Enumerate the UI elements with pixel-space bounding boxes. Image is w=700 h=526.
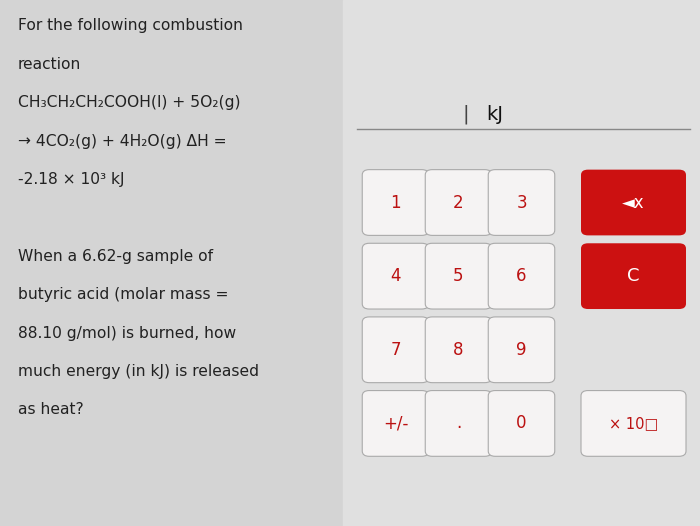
FancyBboxPatch shape (363, 169, 428, 236)
Text: For the following combustion: For the following combustion (18, 18, 242, 34)
Text: 5: 5 (454, 267, 463, 285)
Text: +/-: +/- (383, 414, 408, 432)
Text: butyric acid (molar mass =: butyric acid (molar mass = (18, 287, 228, 302)
Bar (0, 0, 343, 526)
Text: 4: 4 (390, 267, 400, 285)
Text: 3: 3 (516, 194, 527, 211)
Text: C: C (627, 267, 640, 285)
FancyBboxPatch shape (489, 317, 554, 383)
FancyBboxPatch shape (426, 243, 491, 309)
FancyBboxPatch shape (581, 243, 686, 309)
Text: When a 6.62-g sample of: When a 6.62-g sample of (18, 249, 213, 264)
Text: CH₃CH₂CH₂COOH(l) + 5O₂(g): CH₃CH₂CH₂COOH(l) + 5O₂(g) (18, 95, 240, 110)
FancyBboxPatch shape (489, 390, 554, 456)
Text: 8: 8 (454, 341, 463, 359)
Text: × 10□: × 10□ (609, 416, 658, 431)
Text: 2: 2 (453, 194, 464, 211)
Text: 6: 6 (517, 267, 526, 285)
Text: reaction: reaction (18, 57, 81, 72)
Text: |: | (462, 104, 469, 124)
FancyBboxPatch shape (363, 243, 428, 309)
FancyBboxPatch shape (426, 390, 491, 456)
Text: → 4CO₂(g) + 4H₂O(g) ΔH =: → 4CO₂(g) + 4H₂O(g) ΔH = (18, 134, 226, 149)
Text: 88.10 g/mol) is burned, how: 88.10 g/mol) is burned, how (18, 326, 236, 341)
Text: 0: 0 (517, 414, 526, 432)
FancyBboxPatch shape (489, 169, 554, 236)
Text: kJ: kJ (486, 105, 503, 124)
Text: 1: 1 (390, 194, 401, 211)
FancyBboxPatch shape (581, 390, 686, 456)
Text: as heat?: as heat? (18, 402, 83, 418)
Text: 7: 7 (390, 341, 400, 359)
Text: ◄x: ◄x (622, 194, 645, 211)
FancyBboxPatch shape (489, 243, 554, 309)
FancyBboxPatch shape (363, 317, 428, 383)
Text: -2.18 × 10³ kJ: -2.18 × 10³ kJ (18, 172, 124, 187)
FancyBboxPatch shape (363, 390, 428, 456)
Bar (343, 0, 700, 526)
FancyBboxPatch shape (426, 169, 491, 236)
Text: .: . (456, 414, 461, 432)
Text: 9: 9 (517, 341, 526, 359)
Text: much energy (in kJ) is released: much energy (in kJ) is released (18, 364, 258, 379)
FancyBboxPatch shape (426, 317, 491, 383)
FancyBboxPatch shape (581, 169, 686, 236)
